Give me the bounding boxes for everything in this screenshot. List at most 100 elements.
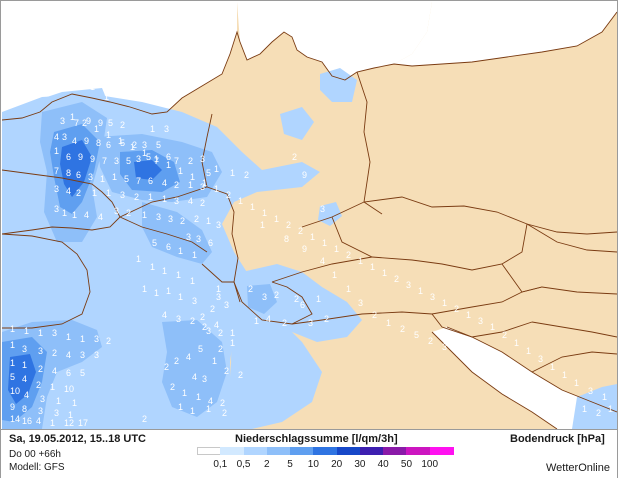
precip-value-label: 5 xyxy=(108,118,113,128)
precip-value-label: 2 xyxy=(394,274,399,284)
precip-value-label: 3 xyxy=(40,394,45,404)
precip-value-label: 2 xyxy=(372,310,377,320)
precip-value-label: 6 xyxy=(208,238,213,248)
precip-value-label: 1 xyxy=(66,332,71,342)
precip-value-label: 2 xyxy=(222,408,227,418)
precip-value-label: 1 xyxy=(466,310,471,320)
precip-value-label: 6 xyxy=(106,140,111,150)
precip-value-label: 2 xyxy=(456,348,461,358)
precip-value-label: 1 xyxy=(370,262,375,272)
precip-value-label: 2 xyxy=(200,312,205,322)
precip-value-label: 7 xyxy=(102,156,107,166)
precip-value-label: 1 xyxy=(322,238,327,248)
precip-value-label: 1 xyxy=(178,292,183,302)
precip-value-label: 7 xyxy=(154,156,159,166)
precip-value-label: 2 xyxy=(82,118,87,128)
precip-value-label: 1 xyxy=(260,220,265,230)
precip-value-label: 1 xyxy=(196,392,201,402)
baltic-east xyxy=(394,2,617,66)
precip-value-label: 1 xyxy=(212,356,217,366)
precip-value-label: 1 xyxy=(310,232,315,242)
precip-value-label: 1 xyxy=(238,196,243,206)
precip-value-label: 4 xyxy=(526,380,531,390)
precip-value-label: 4 xyxy=(22,374,27,384)
precip-value-label: 1 xyxy=(562,370,567,380)
precip-value-label: 1 xyxy=(190,406,195,416)
precip-value-label: 3 xyxy=(540,386,545,396)
precip-value-label: 8 xyxy=(66,168,71,178)
north-sea xyxy=(2,2,237,120)
precip-value-label: 8 xyxy=(284,234,289,244)
precip-value-label: 1 xyxy=(382,268,387,278)
precip-value-label: 3 xyxy=(216,292,221,302)
precip-value-label: 3 xyxy=(136,154,141,164)
precip-value-label: 2 xyxy=(106,336,111,346)
precip-value-label: 4 xyxy=(98,212,103,222)
adriatic-sea xyxy=(432,327,617,429)
precip-value-label: 1 xyxy=(162,266,167,276)
precip-value-label: 6 xyxy=(66,368,71,378)
precip-value-label: 3 xyxy=(38,346,43,356)
border-de-pl xyxy=(356,71,383,215)
precip-value-label: 1 xyxy=(90,82,95,92)
precip-value-label: 1 xyxy=(188,180,193,190)
precip-value-label: 3 xyxy=(186,232,191,242)
coastline-biscay xyxy=(2,233,91,329)
precip-value-label: 3 xyxy=(224,300,229,310)
precip-value-label: 2 xyxy=(170,382,175,392)
scale-label: 40 xyxy=(377,459,389,470)
precip-value-label: 1 xyxy=(38,328,43,338)
precip-value-label: 2 xyxy=(454,304,459,314)
pressure-title: Bodendruck [hPa] xyxy=(510,433,605,445)
precip-value-label: 2 xyxy=(596,408,601,418)
precip-value-label: 1 xyxy=(498,368,503,378)
precip-value-label: 2 xyxy=(400,324,405,334)
precip-value-label: 1 xyxy=(154,154,159,164)
precip-value-label: 1 xyxy=(316,294,321,304)
precip-value-label: 2 xyxy=(174,180,179,190)
scale-swatch xyxy=(197,447,221,455)
border-fr-de xyxy=(119,186,241,303)
precip-value-label: 1 xyxy=(418,286,423,296)
precip-value-label: 1 xyxy=(162,194,167,204)
precip-value-label: 5 xyxy=(10,372,15,382)
precip-value-label: 1 xyxy=(214,164,219,174)
precip-value-label: 9 xyxy=(302,244,307,254)
precip-value-label: 2 xyxy=(142,414,147,424)
precip-value-label: 1 xyxy=(178,166,183,176)
precip-value-label: 12 xyxy=(64,418,74,428)
precip-value-label: 3 xyxy=(478,316,483,326)
precip-value-label: 1 xyxy=(608,404,613,414)
precip-value-label: 2 xyxy=(502,330,507,340)
precip-value-label: 5 xyxy=(146,152,151,162)
precip-value-label: 1 xyxy=(182,388,187,398)
precip-value-label: 1 xyxy=(150,262,155,272)
precip-value-label: 2 xyxy=(218,344,223,354)
precip-value-label: 9 xyxy=(84,136,89,146)
map-canvas: 113 7 9 9 5 2 1 34 3 4 9 8 6 5 2 3 516 9 9 7 3 5 3 5 7 6 7 2 37 8 6 3 1 1… xyxy=(2,2,617,429)
precip-value-label: 1 xyxy=(24,326,29,336)
precip-value-label: 1 xyxy=(358,256,363,266)
precip-value-label: 1 xyxy=(106,130,111,140)
baltic-skagerrak xyxy=(237,2,432,80)
precip-value-label: 2 xyxy=(218,328,223,338)
precip-value-label: 7 xyxy=(54,166,59,176)
precip-value-label: 6 xyxy=(166,242,171,252)
scale-label: 30 xyxy=(354,459,366,470)
precip-value-label: 1 xyxy=(142,148,147,158)
precipitation-fields xyxy=(2,68,617,429)
precip-value-label: 3 xyxy=(588,386,593,396)
precip-value-label: 1 xyxy=(334,244,339,254)
forecast-datetime: Sa, 19.05.2012, 15..18 UTC xyxy=(9,433,146,445)
legend-title: Niederschlagssumme [l/qm/3h] xyxy=(235,433,398,445)
precip-value-label: 2 xyxy=(346,250,351,260)
scale-label: 0,5 xyxy=(236,459,251,470)
precip-value-label: 2 xyxy=(210,304,215,314)
precip-value-label: 3 xyxy=(60,116,65,126)
precip-value-label: 3 xyxy=(52,328,57,338)
precip-value-label: 5 xyxy=(156,140,161,150)
precip-value-label: 2 xyxy=(38,364,43,374)
precip-value-label: 3 xyxy=(358,298,363,308)
precip-value-label: 1 xyxy=(202,178,207,188)
